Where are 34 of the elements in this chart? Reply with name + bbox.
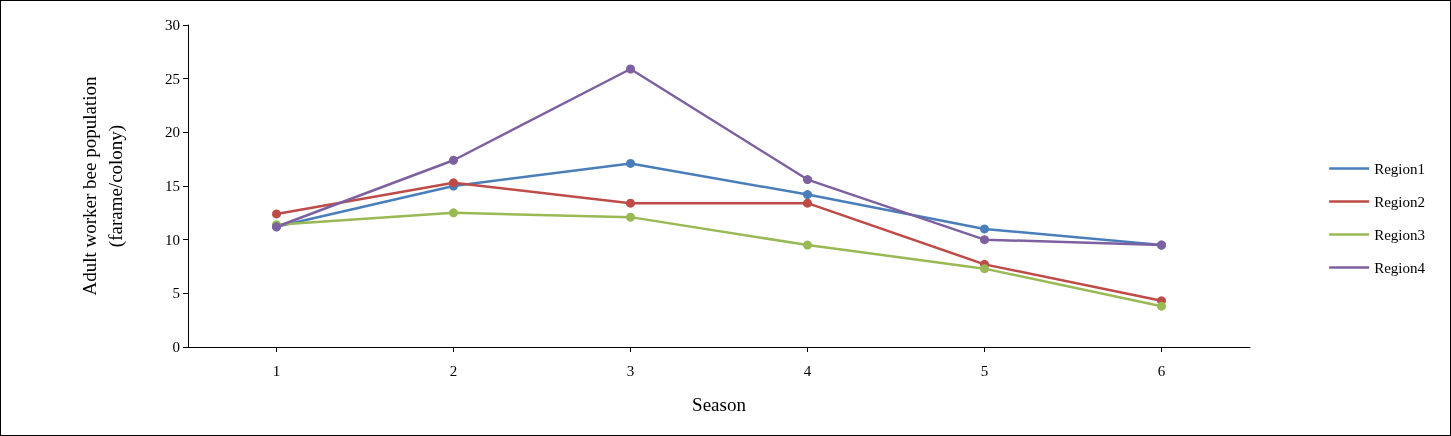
y-tick-label: 5	[172, 285, 180, 302]
x-tick-label: 2	[449, 362, 458, 379]
point	[980, 264, 989, 274]
y-tick-label: 10	[165, 231, 180, 248]
x-tick-label: 6	[1157, 362, 1166, 379]
x-tick-label: 3	[626, 362, 635, 379]
x-tick-label: 4	[803, 362, 812, 379]
legend-label: Region4	[1374, 259, 1426, 276]
point	[803, 240, 812, 250]
point	[1157, 301, 1166, 311]
y-tick-label: 0	[172, 339, 180, 355]
point	[980, 224, 989, 234]
legend-label: Region1	[1374, 160, 1426, 177]
point	[803, 198, 812, 208]
y-tick-label: 30	[165, 17, 180, 33]
point	[449, 208, 458, 218]
point	[803, 190, 812, 200]
point	[449, 155, 458, 165]
x-tick-label: 5	[980, 362, 989, 379]
point	[626, 198, 635, 208]
y-tick-label: 25	[165, 70, 180, 87]
point	[626, 64, 635, 74]
y-axis-title: Adult worker bee population (farame/colony)	[78, 76, 127, 296]
y-tick-label: 15	[165, 178, 180, 194]
point	[803, 175, 812, 185]
y-tick-label: 20	[165, 124, 180, 141]
point	[272, 209, 281, 219]
point	[626, 158, 635, 168]
x-tick-label: 1	[272, 362, 281, 379]
legend-label: Region3	[1374, 226, 1426, 243]
legend-label: Region2	[1374, 193, 1426, 210]
x-axis-title: Season	[692, 394, 747, 415]
point	[980, 235, 989, 245]
point	[626, 212, 635, 222]
